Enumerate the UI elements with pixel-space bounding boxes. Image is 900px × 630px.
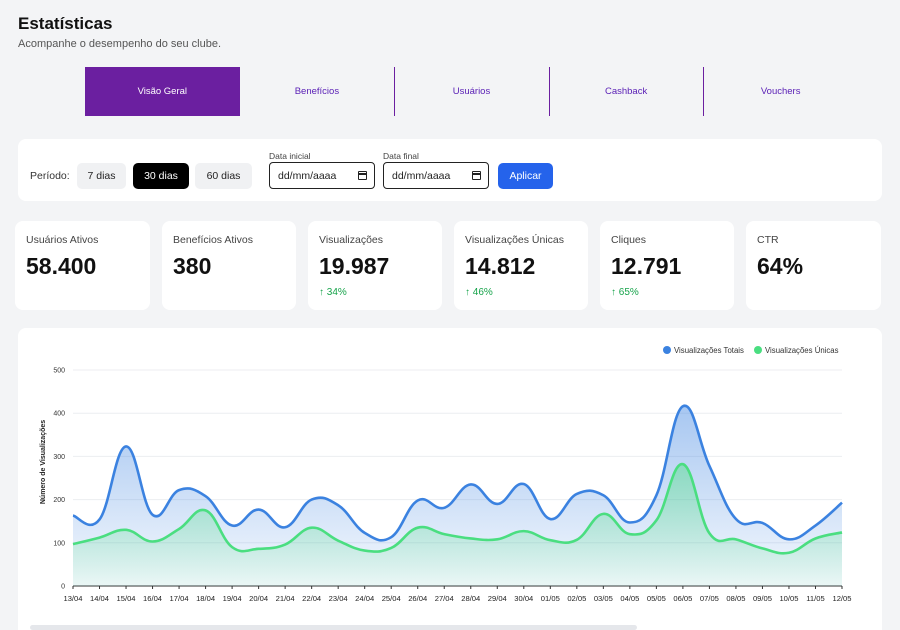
end-date-placeholder: dd/mm/aaaa xyxy=(392,169,451,182)
stat-value: 14.812 xyxy=(465,253,536,279)
x-tick-label: 24/04 xyxy=(355,594,374,603)
series-unique-views-line xyxy=(72,462,843,555)
x-tick-label: 14/04 xyxy=(90,594,109,603)
series-unique-views-area xyxy=(73,464,842,586)
x-tick-label: 25/04 xyxy=(382,594,401,603)
tab-vouchers[interactable]: Vouchers xyxy=(703,67,858,116)
tab-usuarios[interactable]: Usuários xyxy=(394,67,549,116)
x-tick-label: 22/04 xyxy=(302,594,321,603)
stat-value: 12.791 xyxy=(611,253,682,279)
start-date-placeholder: dd/mm/aaaa xyxy=(278,169,337,182)
x-tick-label: 09/05 xyxy=(753,594,772,603)
x-tick-label: 21/04 xyxy=(276,594,295,603)
stat-label: Cliques xyxy=(611,234,647,246)
x-tick-label: 17/04 xyxy=(170,594,189,603)
tab-beneficios[interactable]: Benefícios xyxy=(294,86,340,97)
stat-value: 19.987 xyxy=(319,253,390,279)
x-tick-label: 20/04 xyxy=(249,594,268,603)
stat-card-cliques: Cliques 12.791 ↑ 65% xyxy=(600,221,734,310)
x-tick-label: 13/04 xyxy=(63,594,82,603)
x-tick-label: 06/05 xyxy=(673,594,692,603)
horizontal-scrollbar[interactable] xyxy=(30,625,637,630)
x-tick-label: 16/04 xyxy=(143,594,162,603)
legend-label: Visualizações Únicas xyxy=(765,346,839,355)
y-tick-label: 200 xyxy=(53,497,65,504)
end-date-label: Data final xyxy=(383,151,419,161)
legend-marker xyxy=(663,346,671,354)
x-tick-label: 08/05 xyxy=(726,594,745,603)
stat-label: Visualizações xyxy=(319,234,384,246)
stat-value: 64% xyxy=(757,253,804,279)
x-tick-label: 29/04 xyxy=(488,594,507,603)
page-title: Estatísticas xyxy=(18,14,113,33)
tab-bar: Visão Geral Benefícios Usuários Cashback… xyxy=(85,67,858,116)
stat-card-visualizacoes-unicas: Visualizações Únicas 14.812 ↑ 46% xyxy=(454,221,588,310)
stat-card-visualizacoes: Visualizações 19.987 ↑ 34% xyxy=(308,221,442,310)
x-tick-label: 03/05 xyxy=(594,594,613,603)
page-subtitle: Acompanhe o desempenho do seu clube. xyxy=(18,38,222,50)
y-tick-label: 500 xyxy=(53,368,65,375)
start-date-label: Data inicial xyxy=(269,151,311,161)
tab-cashback[interactable]: Cashback xyxy=(548,67,704,116)
apply-button[interactable]: Aplicar xyxy=(498,163,553,189)
chart-card: 0 100 200 300 400 500 13/04 14/04 15/04 16/04 17/… xyxy=(18,328,882,630)
x-tick-label: 01/05 xyxy=(541,594,560,603)
stat-card-beneficios-ativos: Benefícios Ativos 380 xyxy=(162,221,296,310)
stat-delta: ↑ 65% xyxy=(611,287,639,298)
end-date-input[interactable]: dd/mm/aaaa xyxy=(383,162,489,189)
stat-delta: ↑ 34% xyxy=(319,287,347,298)
page-header: Estatísticas Acompanhe o desempenho do s… xyxy=(18,14,221,50)
x-tick-label: 30/04 xyxy=(514,594,533,603)
stat-label: Visualizações Únicas xyxy=(465,234,565,246)
period-7-days-button[interactable]: 7 dias xyxy=(77,163,126,189)
y-tick-label: 300 xyxy=(53,454,65,461)
stat-label: Benefícios Ativos xyxy=(173,234,253,246)
x-tick-label: 02/05 xyxy=(567,594,586,603)
x-tick-label: 19/04 xyxy=(223,594,242,603)
legend-marker xyxy=(754,346,762,354)
period-30-days-button[interactable]: 30 dias xyxy=(133,163,189,189)
calendar-icon[interactable] xyxy=(358,171,367,180)
stat-label: Usuários Ativos xyxy=(26,234,99,246)
y-tick-label: 0 xyxy=(61,584,65,591)
stat-card-ctr: CTR 64% xyxy=(746,221,881,310)
y-tick-label: 100 xyxy=(53,540,65,547)
x-tick-label: 27/04 xyxy=(435,594,454,603)
x-tick-label: 05/05 xyxy=(647,594,666,603)
start-date-input[interactable]: dd/mm/aaaa xyxy=(269,162,375,189)
x-tick-label: 10/05 xyxy=(779,594,798,603)
calendar-icon[interactable] xyxy=(472,171,481,180)
stat-delta: ↑ 46% xyxy=(465,287,493,298)
stat-label: CTR xyxy=(757,234,779,246)
stat-card-usuarios-ativos: Usuários Ativos 58.400 xyxy=(15,221,150,310)
x-tick-label: 07/05 xyxy=(700,594,719,603)
x-tick-label: 12/05 xyxy=(832,594,851,603)
x-tick-label: 26/04 xyxy=(408,594,427,603)
views-area-chart: 0 100 200 300 400 500 13/04 14/04 15/04 16/04 17/… xyxy=(40,346,852,603)
stat-value: 58.400 xyxy=(26,253,97,279)
series-total-views-line xyxy=(72,404,843,542)
y-tick-label: 400 xyxy=(53,411,65,418)
x-tick-label: 11/05 xyxy=(806,594,824,603)
x-tick-label: 15/04 xyxy=(117,594,136,603)
period-60-days-button[interactable]: 60 dias xyxy=(195,163,252,189)
legend-label: Visualizações Totais xyxy=(674,346,744,355)
stat-value: 380 xyxy=(173,253,212,279)
period-label: Período: xyxy=(30,170,70,182)
x-tick-label: 18/04 xyxy=(196,594,215,603)
x-tick-label: 28/04 xyxy=(461,594,480,603)
x-tick-label: 23/04 xyxy=(329,594,348,603)
y-axis-label: Número de Visualizações xyxy=(40,420,47,504)
tab-visao-geral[interactable]: Visão Geral xyxy=(85,67,240,116)
x-tick-label: 04/05 xyxy=(620,594,639,603)
filter-panel: Período: 7 dias 30 dias 60 dias Data ini… xyxy=(18,139,882,201)
